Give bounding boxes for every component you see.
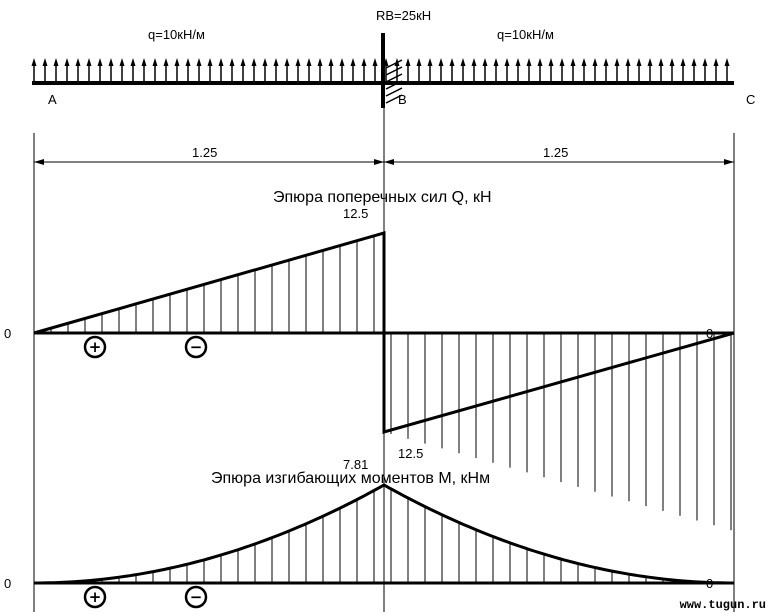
shear-diagram: Эпюра поперечных сил Q, кН 0 0 12.5 12.5… bbox=[4, 189, 735, 531]
load-arrow-icon bbox=[427, 58, 433, 83]
load-arrow-icon bbox=[119, 58, 125, 83]
point-b-label: B bbox=[398, 92, 407, 107]
load-arrow-icon bbox=[559, 58, 565, 83]
load-arrow-icon bbox=[636, 58, 642, 83]
load-arrow-icon bbox=[174, 58, 180, 83]
svg-text:+: + bbox=[89, 338, 102, 356]
load-arrow-icon bbox=[86, 58, 92, 83]
dimension-line: 1.25 1.25 bbox=[34, 145, 734, 165]
load-arrow-icon bbox=[405, 58, 411, 83]
moment-diagram-title: Эпюра изгибающих моментов М, кНм bbox=[211, 470, 490, 487]
load-arrow-icon bbox=[449, 58, 455, 83]
load-arrow-icon bbox=[548, 58, 554, 83]
shear-outline bbox=[33, 231, 735, 434]
moment-peak-label: 7.81 bbox=[343, 457, 368, 472]
load-arrow-icon bbox=[207, 58, 213, 83]
load-arrow-icon bbox=[669, 58, 675, 83]
svg-text:−: − bbox=[190, 588, 203, 606]
load-arrow-icon bbox=[196, 58, 202, 83]
svg-text:+: + bbox=[89, 588, 102, 606]
moment-zero-right-label: 0 bbox=[706, 576, 713, 591]
reaction-label: RB=25кН bbox=[376, 8, 431, 23]
load-arrow-icon bbox=[372, 58, 378, 83]
shear-hatch bbox=[50, 235, 732, 531]
moment-diagram: Эпюра изгибающих моментов М, кНм 7.81 0 … bbox=[4, 457, 734, 609]
load-arrow-icon bbox=[306, 58, 312, 83]
shear-zero-right-label: 0 bbox=[706, 326, 713, 341]
load-arrow-icon bbox=[64, 58, 70, 83]
load-arrow-icon bbox=[262, 58, 268, 83]
load-arrow-icon bbox=[504, 58, 510, 83]
shear-diagram-title: Эпюра поперечных сил Q, кН bbox=[273, 189, 492, 206]
shear-zero-left-label: 0 bbox=[4, 326, 11, 341]
moment-hatch bbox=[84, 488, 681, 583]
load-arrow-icon bbox=[537, 58, 543, 83]
load-arrow-icon bbox=[680, 58, 686, 83]
load-arrow-icon bbox=[493, 58, 499, 83]
load-right-label: q=10кН/м bbox=[497, 27, 554, 42]
distributed-load-arrows bbox=[31, 58, 730, 83]
load-arrow-icon bbox=[460, 58, 466, 83]
load-arrow-icon bbox=[482, 58, 488, 83]
load-arrow-icon bbox=[108, 58, 114, 83]
load-arrow-icon bbox=[152, 58, 158, 83]
load-arrow-icon bbox=[603, 58, 609, 83]
load-arrow-icon bbox=[273, 58, 279, 83]
load-arrow-icon bbox=[350, 58, 356, 83]
load-arrow-icon bbox=[702, 58, 708, 83]
fixed-support-hatch bbox=[385, 59, 403, 104]
load-arrow-icon bbox=[724, 58, 730, 83]
load-arrow-icon bbox=[416, 58, 422, 83]
load-arrow-icon bbox=[339, 58, 345, 83]
load-arrow-icon bbox=[163, 58, 169, 83]
load-arrow-icon bbox=[625, 58, 631, 83]
shear-minus-sign-icon: − bbox=[184, 335, 208, 359]
moment-minus-sign-icon: − bbox=[184, 585, 208, 609]
load-arrow-icon bbox=[614, 58, 620, 83]
beam-scheme: RB=25кН q=10кН/м q=10кН/м A B C bbox=[31, 8, 755, 108]
load-arrow-icon bbox=[251, 58, 257, 83]
load-left-label: q=10кН/м bbox=[148, 27, 205, 42]
load-arrow-icon bbox=[240, 58, 246, 83]
load-arrow-icon bbox=[295, 58, 301, 83]
load-arrow-icon bbox=[647, 58, 653, 83]
load-arrow-icon bbox=[526, 58, 532, 83]
load-arrow-icon bbox=[141, 58, 147, 83]
moment-zero-left-label: 0 bbox=[4, 576, 11, 591]
load-arrow-icon bbox=[471, 58, 477, 83]
load-arrow-icon bbox=[229, 58, 235, 83]
moment-curve bbox=[34, 483, 734, 585]
load-arrow-icon bbox=[515, 58, 521, 83]
span-right-label: 1.25 bbox=[543, 145, 568, 160]
load-arrow-icon bbox=[42, 58, 48, 83]
span-left-label: 1.25 bbox=[192, 145, 217, 160]
load-arrow-icon bbox=[53, 58, 59, 83]
load-arrow-icon bbox=[31, 58, 37, 83]
load-arrow-icon bbox=[328, 58, 334, 83]
load-arrow-icon bbox=[361, 58, 367, 83]
shear-peak-bottom-label: 12.5 bbox=[398, 446, 423, 461]
load-arrow-icon bbox=[97, 58, 103, 83]
load-arrow-icon bbox=[570, 58, 576, 83]
load-arrow-icon bbox=[691, 58, 697, 83]
load-arrow-icon bbox=[713, 58, 719, 83]
shear-peak-top-label: 12.5 bbox=[343, 206, 368, 221]
load-arrow-icon bbox=[581, 58, 587, 83]
load-arrow-icon bbox=[284, 58, 290, 83]
watermark: www.tugun.ru bbox=[680, 598, 766, 612]
load-arrow-icon bbox=[658, 58, 664, 83]
load-arrow-icon bbox=[438, 58, 444, 83]
load-arrow-icon bbox=[592, 58, 598, 83]
moment-plus-sign-icon: + bbox=[83, 585, 107, 609]
shear-plus-sign-icon: + bbox=[83, 335, 107, 359]
load-arrow-icon bbox=[185, 58, 191, 83]
point-a-label: A bbox=[48, 92, 57, 107]
load-arrow-icon bbox=[75, 58, 81, 83]
point-c-label: C bbox=[746, 92, 755, 107]
svg-text:−: − bbox=[190, 338, 203, 356]
load-arrow-icon bbox=[317, 58, 323, 83]
load-arrow-icon bbox=[130, 58, 136, 83]
load-arrow-icon bbox=[218, 58, 224, 83]
